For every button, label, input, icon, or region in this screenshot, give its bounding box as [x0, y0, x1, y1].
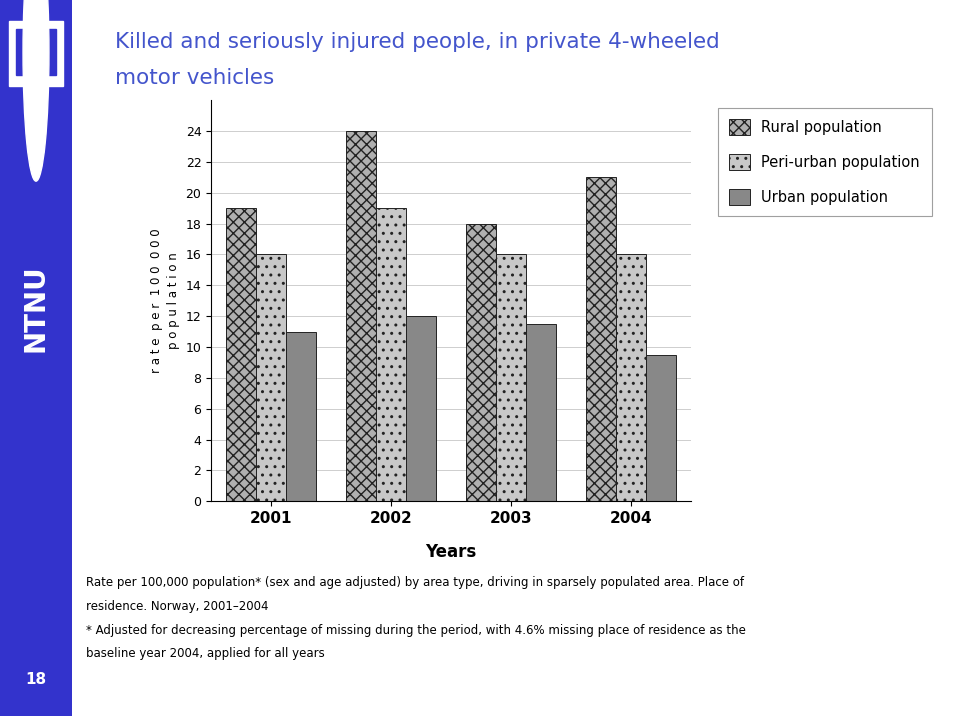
- Bar: [286, 332, 316, 501]
- Text: Killed and seriously injured people, in private 4-wheeled: Killed and seriously injured people, in …: [115, 32, 720, 52]
- Y-axis label: r a t e  p e r  1 0 0  0 0 0
p o p u l a t i o n: r a t e p e r 1 0 0 0 0 0 p o p u l a t …: [150, 228, 180, 373]
- Bar: [526, 324, 556, 501]
- Bar: [616, 254, 646, 501]
- Bar: [256, 254, 286, 501]
- Bar: [406, 316, 436, 501]
- Text: baseline year 2004, applied for all years: baseline year 2004, applied for all year…: [86, 647, 325, 660]
- Text: residence. Norway, 2001–2004: residence. Norway, 2001–2004: [86, 600, 269, 613]
- Circle shape: [23, 0, 49, 181]
- Bar: [347, 131, 376, 501]
- Bar: [496, 254, 526, 501]
- Bar: [227, 208, 256, 501]
- Bar: [376, 208, 406, 501]
- Text: NTNU: NTNU: [22, 264, 50, 352]
- Text: motor vehicles: motor vehicles: [115, 68, 275, 88]
- Text: 18: 18: [25, 672, 47, 687]
- Text: Rate per 100,000 population* (sex and age adjusted) by area type, driving in spa: Rate per 100,000 population* (sex and ag…: [86, 576, 744, 589]
- Bar: [646, 354, 676, 501]
- FancyBboxPatch shape: [15, 29, 56, 75]
- FancyBboxPatch shape: [9, 21, 63, 86]
- Bar: [587, 178, 616, 501]
- Text: * Adjusted for decreasing percentage of missing during the period, with 4.6% mis: * Adjusted for decreasing percentage of …: [86, 624, 746, 637]
- Legend: Rural population, Peri-urban population, Urban population: Rural population, Peri-urban population,…: [718, 107, 932, 216]
- Bar: [467, 223, 496, 501]
- X-axis label: Years: Years: [425, 543, 477, 561]
